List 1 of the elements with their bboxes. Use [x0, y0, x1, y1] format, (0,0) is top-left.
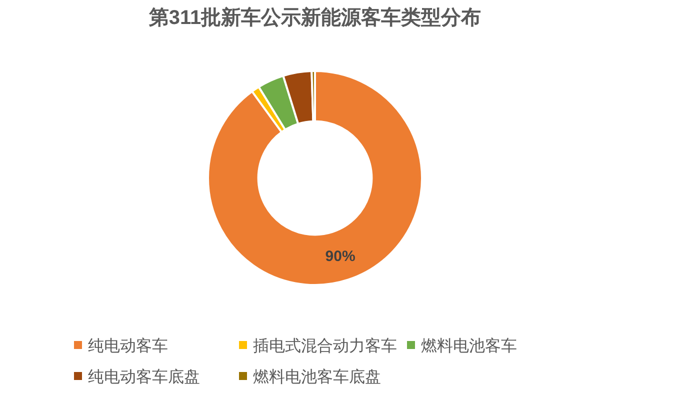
title: 第311批新车公示新能源客车类型分布	[148, 7, 482, 29]
